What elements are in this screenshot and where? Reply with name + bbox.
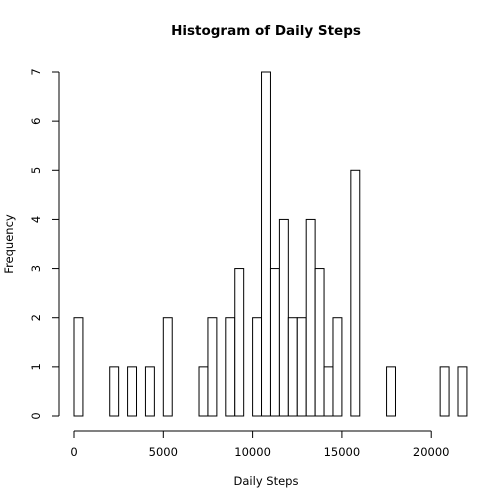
histogram-bar <box>287 317 298 417</box>
histogram-bar <box>198 366 209 417</box>
histogram-bar <box>252 317 263 417</box>
histogram-bar <box>144 366 155 417</box>
y-tick-label: 1 <box>29 363 43 370</box>
histogram-bar <box>225 317 236 417</box>
y-tick-label: 3 <box>29 265 43 272</box>
histogram-bar <box>323 366 334 417</box>
histogram-bar <box>296 317 307 417</box>
histogram-bar <box>314 268 325 417</box>
y-tick-label: 2 <box>29 314 43 321</box>
histogram-bar <box>162 317 173 417</box>
x-axis-label: Daily Steps <box>234 474 299 488</box>
x-tick-label: 10000 <box>234 445 271 459</box>
histogram-bar <box>305 218 316 417</box>
x-tick-label: 15000 <box>324 445 361 459</box>
histogram-bar <box>457 366 468 417</box>
histogram-bar <box>109 366 120 417</box>
histogram-bar <box>439 366 450 417</box>
y-axis: 0 1 2 3 4 5 6 7 <box>29 68 60 420</box>
histogram-bar <box>261 71 271 417</box>
histogram-bar <box>207 317 218 417</box>
histogram-bar <box>234 268 245 417</box>
x-tick-label: 0 <box>70 445 77 459</box>
y-tick-label: 4 <box>29 216 43 223</box>
x-tick-label: 5000 <box>149 445 178 459</box>
histogram-bar <box>127 366 138 417</box>
chart-title: Histogram of Daily Steps <box>171 23 361 39</box>
histogram-bar <box>350 169 361 417</box>
y-tick-label: 6 <box>29 117 43 124</box>
histogram-bar <box>278 218 289 417</box>
bars-group <box>73 71 468 417</box>
y-tick-label: 7 <box>29 68 43 75</box>
x-tick-label: 20000 <box>413 445 450 459</box>
y-tick-label: 5 <box>29 167 43 174</box>
y-tick-label: 0 <box>29 412 43 419</box>
x-axis: 0 5000 10000 15000 20000 <box>70 430 450 459</box>
histogram-bar <box>269 268 280 417</box>
y-axis-label: Frequency <box>2 214 16 274</box>
histogram-bar <box>73 317 84 417</box>
histogram-bar <box>386 366 396 417</box>
histogram-bar <box>332 317 343 417</box>
